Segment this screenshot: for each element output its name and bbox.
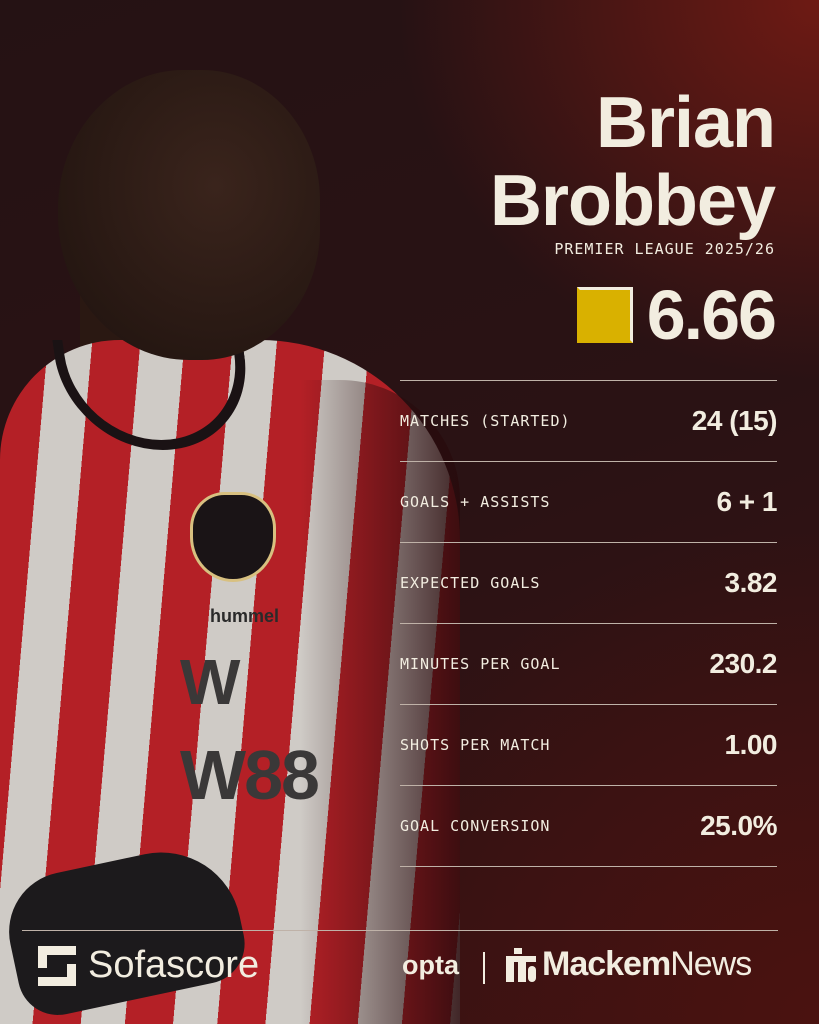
stat-row-xg: EXPECTED GOALS 3.82 xyxy=(400,543,777,624)
mackem-news-icon xyxy=(506,947,536,982)
player-head xyxy=(58,70,320,360)
stat-value: 24 (15) xyxy=(691,405,778,436)
player-name: Brian Brobbey xyxy=(489,83,776,241)
stat-value: 230.2 xyxy=(709,648,777,679)
stat-row-matches: MATCHES (STARTED) 24 (15) xyxy=(400,381,778,462)
sofascore-logo: Sofascore xyxy=(38,944,259,987)
competition-label: PREMIER LEAGUE 2025/26 xyxy=(554,240,775,258)
sofascore-icon xyxy=(38,945,80,986)
stat-label: SHOTS PER MATCH xyxy=(400,736,551,754)
first-name: Brian xyxy=(595,83,776,163)
stat-value: 1.00 xyxy=(724,729,778,760)
sofascore-wordmark: Sofascore xyxy=(88,944,260,986)
stat-row-minutes-per-goal: MINUTES PER GOAL 230.2 xyxy=(400,624,777,705)
sponsor-logo-top: W xyxy=(180,646,240,718)
logo-separator xyxy=(483,952,485,984)
stat-row-goal-conversion: GOAL CONVERSION 25.0% xyxy=(400,786,777,867)
club-crest-icon xyxy=(190,492,276,582)
rating-square-icon xyxy=(576,287,633,343)
stat-row-goals-assists: GOALS + ASSISTS 6 + 1 xyxy=(400,462,777,543)
stat-row-shots-per-match: SHOTS PER MATCH 1.00 xyxy=(400,705,777,786)
stats-table: MATCHES (STARTED) 24 (15) GOALS + ASSISTS… xyxy=(400,380,778,867)
stat-value: 3.82 xyxy=(724,567,778,598)
stat-value: 25.0% xyxy=(700,810,777,841)
opta-logo: opta xyxy=(402,950,459,980)
sponsor-logo-bottom: W88 xyxy=(180,736,320,814)
mackem-wordmark-light: News xyxy=(670,945,752,983)
mackem-wordmark-bold: Mackem xyxy=(542,945,671,983)
stat-value: 6 + 1 xyxy=(716,486,777,517)
last-name: Brobbey xyxy=(489,161,776,241)
stat-label: EXPECTED GOALS xyxy=(400,574,541,592)
player-photo: hummel W W88 xyxy=(0,70,460,1024)
rating-value: 6.66 xyxy=(646,276,777,354)
rating: 6.66 xyxy=(576,276,777,354)
stat-label: MATCHES (STARTED) xyxy=(400,412,571,430)
stat-label: GOAL CONVERSION xyxy=(400,817,551,835)
mackem-news-logo: Mackem News xyxy=(506,945,752,984)
stat-label: MINUTES PER GOAL xyxy=(400,655,561,673)
stat-label: GOALS + ASSISTS xyxy=(400,493,551,511)
footer-divider xyxy=(22,930,778,931)
shirt-shadow xyxy=(300,380,460,1024)
kit-brand: hummel xyxy=(210,606,280,626)
